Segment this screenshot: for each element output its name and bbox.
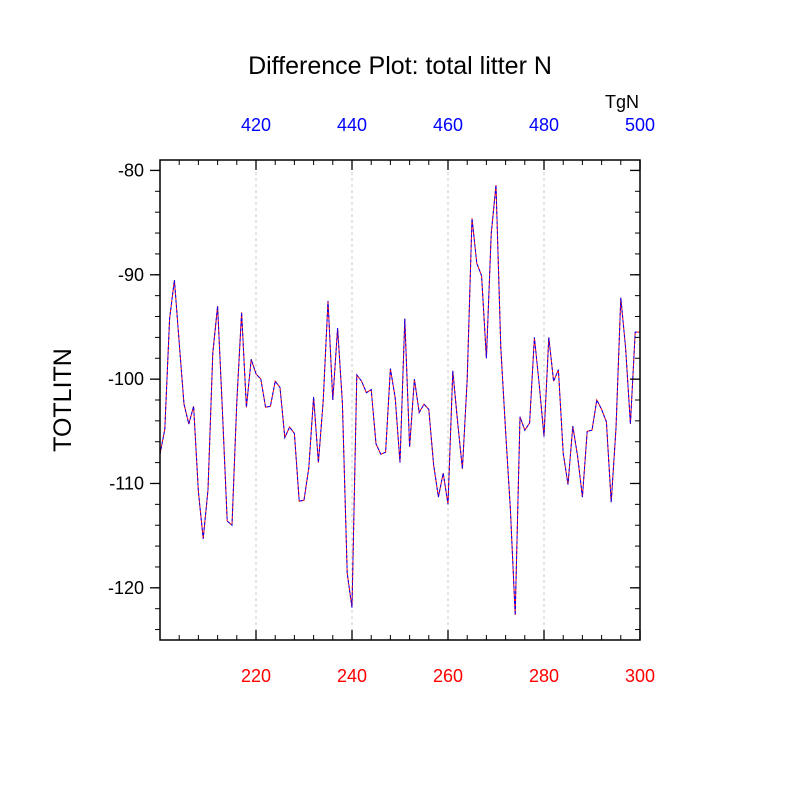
x-tick-label-bottom: 260 [433,666,463,686]
x-tick-label-bottom: 240 [337,666,367,686]
x-tick-label-bottom: 220 [241,666,271,686]
x-tick-label-top: 500 [625,115,655,135]
y-tick-label: -110 [109,473,144,493]
y-axis-label: TOTLITN [49,348,77,452]
top-axis-units: TgN [605,92,639,112]
series-line [159,184,640,615]
y-tick-label: -80 [118,160,144,180]
y-tick-label: -90 [118,265,144,285]
grid-lines [255,160,545,640]
x-tick-label-top: 440 [337,115,367,135]
x-tick-label-bottom: 280 [529,666,559,686]
y-tick-label: -120 [108,578,144,598]
series-line-dashed [159,184,640,615]
x-tick-label-top: 420 [241,115,271,135]
x-tick-label-top: 480 [529,115,559,135]
chart-title: Difference Plot: total litter N [248,52,552,80]
x-tick-label-bottom: 300 [625,666,655,686]
series-line-solid [159,184,640,615]
plot-frame [159,159,641,641]
axis-ticks: 220 420 240 440 260 460 280 480 300 500 -80 -90 -100… [108,115,655,686]
x-tick-label-top: 460 [433,115,463,135]
y-tick-label: -100 [108,369,144,389]
